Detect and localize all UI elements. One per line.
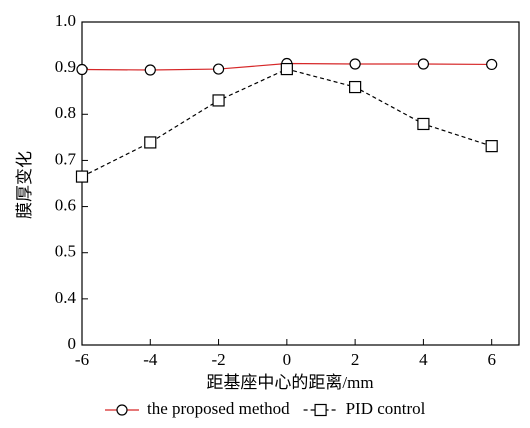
y-tick-label: 0 <box>68 334 77 353</box>
marker <box>417 117 430 131</box>
marker <box>75 170 89 183</box>
marker <box>212 63 225 75</box>
x-tick-label: -4 <box>143 350 158 369</box>
plot-frame <box>81 21 520 346</box>
x-tick-label: -6 <box>75 350 89 369</box>
marker <box>116 404 128 416</box>
y-axis-label: 膜厚变化 <box>15 151 34 219</box>
legend-item: PID control <box>303 399 426 418</box>
series-line <box>81 68 492 178</box>
y-tick-label: 0.5 <box>55 242 76 261</box>
legend-label: PID control <box>346 399 426 418</box>
marker <box>76 63 88 76</box>
x-axis-label: 距基座中心的距离/mm <box>206 373 373 392</box>
marker <box>417 58 430 70</box>
y-tick-label: 0.6 <box>55 195 76 214</box>
marker <box>314 403 327 417</box>
x-tick-label: 0 <box>283 350 292 369</box>
marker <box>144 64 156 76</box>
marker <box>144 136 157 149</box>
marker <box>212 94 225 107</box>
x-tick-label: 4 <box>419 350 428 369</box>
legend-label: the proposed method <box>147 399 290 418</box>
marker <box>486 58 498 71</box>
marker <box>349 58 361 70</box>
legend-item: the proposed method <box>105 399 290 418</box>
y-tick-label: 1.0 <box>55 11 76 30</box>
y-tick-label: 0.7 <box>55 149 77 168</box>
y-tick-label: 0.8 <box>55 103 76 122</box>
marker <box>485 140 498 153</box>
y-tick-label: 0.9 <box>55 57 76 76</box>
x-tick-label: 2 <box>351 350 360 369</box>
x-tick-label: 6 <box>487 350 496 369</box>
marker <box>349 80 362 94</box>
y-tick-label: 0.4 <box>55 288 77 307</box>
marker <box>280 62 293 76</box>
x-tick-label: -2 <box>211 350 225 369</box>
